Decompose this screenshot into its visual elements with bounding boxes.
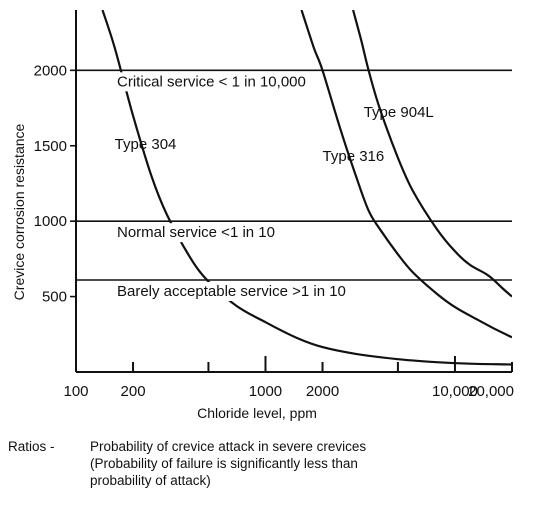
threshold-label-bg-1 <box>113 72 310 92</box>
ratios-note-line-3: probability of attack) <box>90 473 211 488</box>
ratios-note-lead: Ratios - <box>8 439 55 454</box>
threshold-layer: Critical service < 1 in 10,000 Normal ser… <box>76 69 512 301</box>
x-tick-label-10000: 10,000 <box>432 383 478 400</box>
y-axis-title: Crevice corrosion resistance <box>11 123 27 300</box>
x-tick-label-20000: 20,000 <box>468 383 514 400</box>
series-line-type-316 <box>300 10 512 339</box>
threshold-label-group-1: Critical service < 1 in 10,000 <box>113 72 310 92</box>
ratios-note-line-1: Probability of crevice attack in severe … <box>90 439 367 454</box>
series-label-type-904l: Type 904L <box>364 104 434 121</box>
threshold-label-3: Barely acceptable service >1 in 10 <box>117 283 346 300</box>
x-axis-title: Chloride level, ppm <box>197 405 317 421</box>
threshold-label-2: Normal service <1 in 10 <box>117 224 275 241</box>
threshold-label-group-2: Normal service <1 in 10 <box>113 223 279 243</box>
threshold-label-bg-3 <box>113 281 350 301</box>
y-tick-label-1500: 1500 <box>34 138 67 155</box>
series-label-type-304: Type 304 <box>115 136 177 153</box>
y-tick-label-2000: 2000 <box>34 62 67 79</box>
x-tick-label-200: 200 <box>121 383 146 400</box>
ratios-note-line-2: (Probability of failure is significantly… <box>90 456 358 471</box>
x-tick-label-100: 100 <box>63 383 88 400</box>
y-tick-label-1000: 1000 <box>34 213 67 230</box>
x-tick-label-2000: 2000 <box>306 383 339 400</box>
y-tick-label-500: 500 <box>42 289 67 306</box>
threshold-label-group-3: Barely acceptable service >1 in 10 <box>113 281 350 301</box>
series-layer: Type 304 Type 316 Type 904L <box>101 10 512 366</box>
series-line-type-904l <box>352 10 512 298</box>
x-tick-label-1000: 1000 <box>249 383 282 400</box>
threshold-label-bg-2 <box>113 223 279 243</box>
threshold-label-1: Critical service < 1 in 10,000 <box>117 73 306 90</box>
axes-layer: 500 1000 1500 2000 100 200 1000 2000 10,00020,00… <box>34 10 514 400</box>
series-label-type-316: Type 316 <box>323 148 385 165</box>
series-line-type-304 <box>101 10 512 366</box>
